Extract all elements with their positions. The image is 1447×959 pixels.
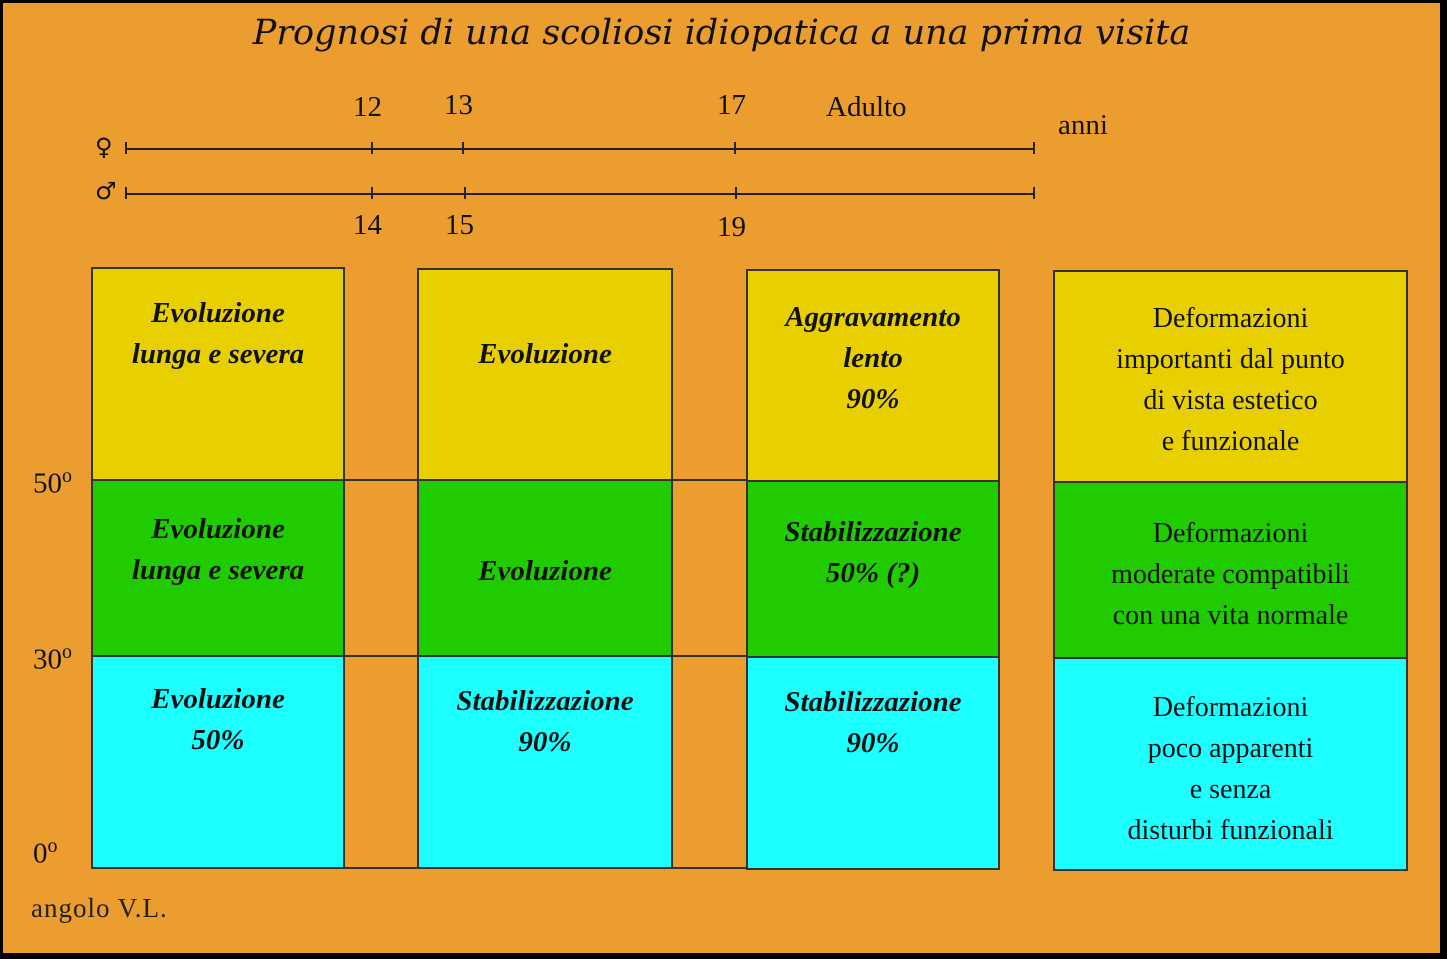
cell-col1-mid: Evoluzione lunga e severa <box>91 479 345 657</box>
cell-col1-low: Evoluzione 50% <box>91 655 345 869</box>
outcome-moderate: Deformazioni moderate compatibili con una … <box>1053 481 1408 659</box>
female-symbol: ♀ <box>95 133 113 161</box>
cell-col2-high: Evoluzione <box>417 268 673 481</box>
cell-col2-mid: Evoluzione <box>417 479 673 657</box>
cell-col2-low: Stabilizzazione 90% <box>417 655 673 869</box>
female-age-label: 17 <box>717 89 746 121</box>
angle-label-50: 50o <box>33 465 72 500</box>
male-symbol: ♂ <box>95 177 117 205</box>
female-tick-17 <box>734 142 736 154</box>
diagram-canvas: Prognosi di una scoliosi idiopatica a un… <box>3 3 1440 953</box>
unit-label: anni <box>1058 109 1108 141</box>
female-tick-13 <box>462 142 464 154</box>
cell-col3-low: Stabilizzazione 90% <box>746 656 1000 870</box>
angle-label-30: 30o <box>33 641 72 676</box>
female-timeline-start-tick <box>125 142 127 154</box>
male-tick-15 <box>464 187 466 199</box>
diagram-title: Prognosi di una scoliosi idiopatica a un… <box>252 13 1191 53</box>
cell-col1-high: Evoluzione lunga e severa <box>91 267 345 481</box>
male-age-label: 15 <box>445 209 474 241</box>
outcome-severe: Deformazioni importanti dal punto di vista… <box>1053 270 1408 483</box>
cell-col3-mid: Stabilizzazione 50% (?) <box>746 480 1000 658</box>
male-age-label: 19 <box>717 211 746 243</box>
angle-label-0: 0o <box>33 835 58 870</box>
female-timeline-end-tick <box>1033 142 1035 154</box>
female-tick-12 <box>371 142 373 154</box>
outcome-mild: Deformazioni poco apparenti e senza disturb… <box>1053 657 1408 871</box>
male-timeline-axis <box>125 193 1035 195</box>
adult-label: Adulto <box>826 91 907 123</box>
cell-col3-high: Aggravamento lento 90% <box>746 269 1000 482</box>
female-timeline-axis <box>125 148 1035 150</box>
male-age-label: 14 <box>353 209 382 241</box>
male-timeline-start-tick <box>125 187 127 199</box>
female-age-label: 12 <box>353 91 382 123</box>
male-tick-14 <box>371 187 373 199</box>
female-age-label: 13 <box>444 89 473 121</box>
male-tick-19 <box>735 187 737 199</box>
male-timeline-end-tick <box>1033 187 1035 199</box>
footer-credit: angolo V.L. <box>31 893 168 923</box>
